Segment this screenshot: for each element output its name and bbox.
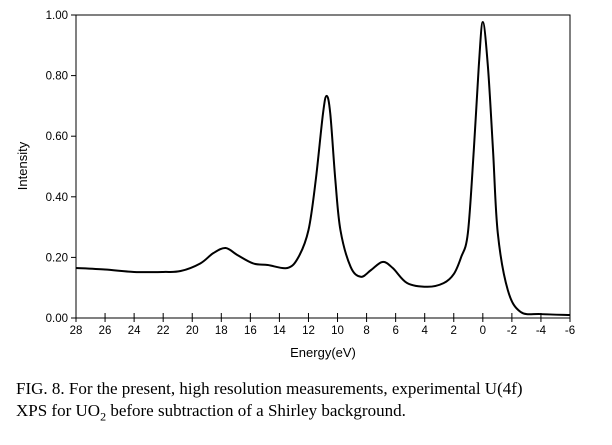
- caption-line-1: FIG. 8. For the present, high resolution…: [16, 379, 523, 398]
- caption-line-2-post: before subtraction of a Shirley backgrou…: [106, 401, 406, 420]
- y-tick-label: 0.00: [46, 313, 68, 325]
- x-tick-label: 28: [70, 325, 83, 337]
- y-tick-label: 0.20: [46, 252, 68, 264]
- x-tick-label: 10: [331, 325, 344, 337]
- x-tick-label: 24: [128, 325, 141, 337]
- x-tick-label: 0: [480, 325, 486, 337]
- x-axis-label: Energy(eV): [290, 345, 356, 360]
- xps-chart: 28 26 24 22 20 18 16 14 12 10 8 6 4 2 0 -2 -4 -6 0.000.20…: [15, 10, 575, 360]
- x-tick-label: 20: [186, 325, 199, 337]
- x-tick-label: 16: [244, 325, 257, 337]
- x-tick-label: -2: [507, 325, 517, 337]
- figure-caption: FIG. 8. For the present, high resolution…: [16, 378, 606, 427]
- x-tick-label: 4: [422, 325, 429, 337]
- x-tick-label: 2: [451, 325, 457, 337]
- x-tick-label: 26: [99, 325, 112, 337]
- y-tick-label: 0.60: [46, 131, 68, 143]
- x-tick-label: -6: [565, 325, 575, 337]
- plot-frame: [75, 14, 571, 319]
- x-tick-label: 6: [392, 325, 398, 337]
- x-tick-label: 12: [302, 325, 315, 337]
- series-line: [75, 20, 571, 316]
- y-tick-label: 1.00: [46, 10, 68, 22]
- y-tick-label: 0.80: [46, 71, 68, 83]
- caption-line-2-pre: XPS for UO: [16, 401, 101, 420]
- x-tick-label: 8: [363, 325, 369, 337]
- x-tick-label: 18: [215, 325, 228, 337]
- caption-line-2: XPS for UO2 before subtraction of a Shir…: [16, 400, 606, 427]
- y-tick-label: 0.40: [46, 192, 68, 204]
- x-tick-label: -4: [536, 325, 547, 337]
- x-tick-label: 22: [157, 325, 170, 337]
- y-axis-label: Intensity: [15, 141, 30, 190]
- caption-subscript: 2: [100, 409, 107, 424]
- x-tick-label: 14: [273, 325, 286, 337]
